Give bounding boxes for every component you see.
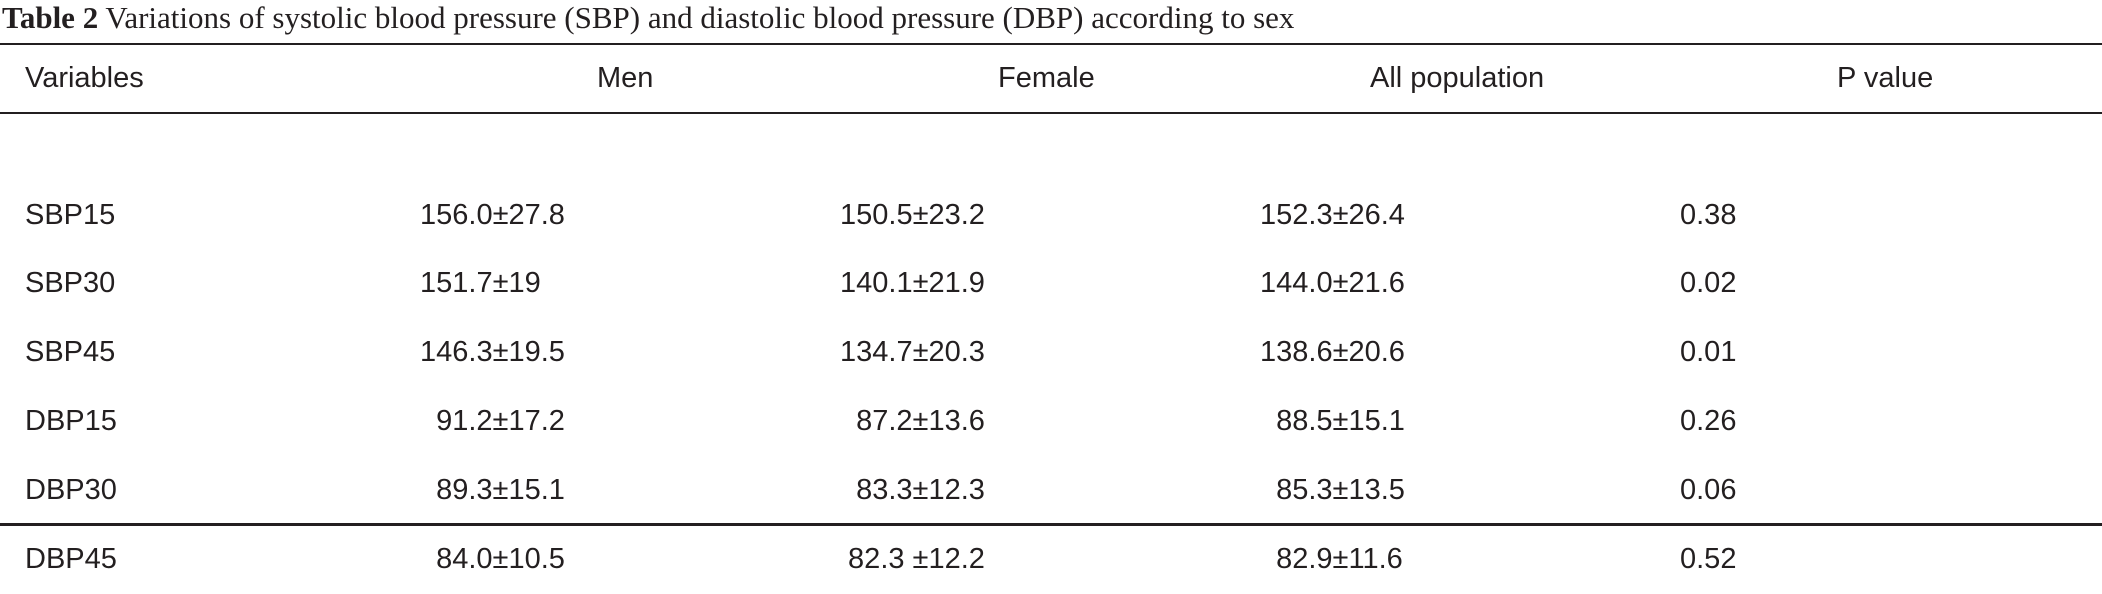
- table-row: DBP15 91.2±17.2 87.2±13.6 88.5±15.1 0.26: [0, 387, 2102, 456]
- table-row: DBP30 89.3±15.1 83.3±12.3 85.3±13.5 0.06: [0, 456, 2102, 525]
- cell-p-value: 0.26: [1680, 405, 1737, 437]
- header-men: Men: [597, 62, 654, 94]
- table-header-row: Variables Men Female All population P va…: [0, 45, 2102, 112]
- cell-men: 151.7±19: [420, 267, 541, 299]
- table-row: SBP30 151.7±19 140.1±21.9 144.0±21.6 0.0…: [0, 249, 2102, 318]
- cell-variable: SBP45: [25, 336, 116, 368]
- cell-all-population: 138.6±20.6: [1260, 336, 1405, 368]
- table-row: DBP45 84.0±10.5 82.3 ±12.2 82.9±11.6 0.5…: [0, 525, 2102, 594]
- cell-female: 83.3±12.3: [840, 474, 985, 506]
- table-top-rule: [0, 43, 2102, 45]
- cell-female: 134.7±20.3: [840, 336, 985, 368]
- table-row: SBP45 146.3±19.5 134.7±20.3 138.6±20.6 0…: [0, 318, 2102, 387]
- cell-all-population: 82.9±11.6: [1260, 543, 1403, 575]
- header-all-population: All population: [1370, 62, 1545, 94]
- table-caption: Table 2 Variations of systolic blood pre…: [2, 0, 1294, 36]
- header-p-value: P value: [1837, 62, 1934, 94]
- cell-all-population: 152.3±26.4: [1260, 198, 1405, 231]
- cell-men: 84.0±10.5: [420, 543, 565, 575]
- table-row: SBP15 156.0±27.8 150.5±23.2 152.3±26.4 0…: [0, 181, 2102, 249]
- cell-p-value: 0.38: [1680, 198, 1737, 231]
- cell-p-value: 0.01: [1680, 336, 1737, 368]
- cell-all-population: 88.5±15.1: [1260, 405, 1405, 437]
- cell-men: 91.2±17.2: [420, 405, 565, 437]
- cell-all-population: 85.3±13.5: [1260, 474, 1405, 506]
- cell-variable: DBP15: [25, 405, 117, 437]
- header-female: Female: [998, 62, 1095, 94]
- cell-p-value: 0.02: [1680, 267, 1737, 299]
- cell-variable: DBP45: [25, 543, 117, 575]
- cell-variable: SBP30: [25, 267, 116, 299]
- cell-all-population: 144.0±21.6: [1260, 267, 1405, 299]
- cell-p-value: 0.06: [1680, 474, 1737, 506]
- cell-p-value: 0.52: [1680, 543, 1737, 575]
- cell-variable: DBP30: [25, 474, 117, 506]
- cell-female: 140.1±21.9: [840, 267, 985, 299]
- header-variables: Variables: [25, 62, 144, 94]
- table-caption-text: Variations of systolic blood pressure (S…: [98, 0, 1295, 35]
- cell-female: 150.5±23.2: [840, 198, 985, 231]
- table-bottom-rule: [0, 523, 2102, 526]
- table-header-rule: [0, 112, 2102, 114]
- cell-female: 82.3 ±12.2: [840, 543, 985, 575]
- table-caption-label: Table 2: [2, 0, 99, 35]
- cell-men: 156.0±27.8: [420, 198, 565, 231]
- cell-variable: SBP15: [25, 198, 116, 231]
- cell-men: 89.3±15.1: [420, 474, 565, 506]
- data-table: Variables Men Female All population P va…: [0, 45, 2102, 594]
- cell-female: 87.2±13.6: [840, 405, 985, 437]
- cell-men: 146.3±19.5: [420, 336, 565, 368]
